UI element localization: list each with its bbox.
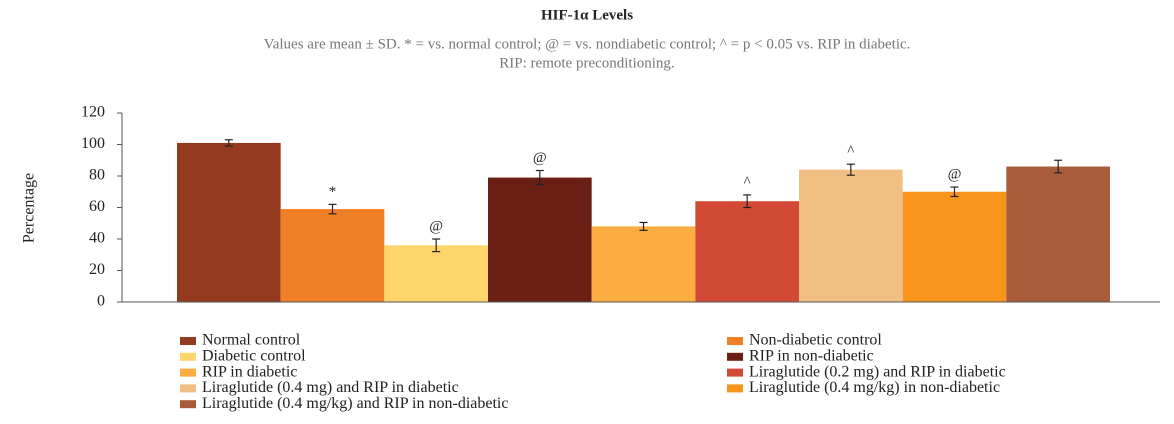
y-tick-label: 40 [89,230,105,247]
error-bar [950,186,959,198]
bar [695,201,799,302]
error-bar [432,238,441,253]
chart-subtitle: RIP: remote preconditioning. [499,55,674,71]
error-bar [224,139,233,147]
legend-label: Liraglutide (0.2 mg) and RIP in diabetic [749,363,1006,380]
error-bar [535,169,544,186]
annotation: @ [533,150,547,166]
y-tick-label: 0 [97,293,105,310]
annotation: @ [429,218,443,234]
chart-title: HIF-1α Levels [541,7,633,23]
bar [384,245,488,302]
legend-label: RIP in diabetic [202,363,297,380]
legend-swatch [180,384,196,393]
y-tick-label: 120 [81,104,105,121]
legend-label: Non-diabetic control [749,332,882,349]
legend-swatch [180,337,196,345]
bar [488,177,592,302]
legend-label: Normal control [202,332,301,349]
chart-subtitle: Values are mean ± SD. * = vs. normal con… [264,36,911,52]
y-tick-label: 100 [81,135,105,152]
legend-swatch [727,337,743,345]
annotation: ^ [744,174,751,190]
error-bar [639,221,648,231]
bar [799,169,903,302]
legend-swatch [727,368,743,377]
y-axis-label: Percentage [21,173,38,243]
legend-swatch [180,400,196,409]
bar [902,191,1007,302]
annotation: ^ [847,144,854,160]
error-bar [328,203,337,215]
legend-swatch [180,352,196,361]
bar [1006,166,1110,302]
bar [591,226,696,302]
error-bar [743,194,752,209]
y-tick-label: 80 [89,167,105,184]
legend-label: Liraglutide (0.4 mg/kg) in non-diabetic [749,379,1000,396]
legend-swatch [727,352,743,361]
bar [280,209,385,302]
bar [177,142,281,302]
error-bar [846,163,855,176]
legend-label: Liraglutide (0.4 mg) and RIP in diabetic [202,379,459,396]
legend-label: Diabetic control [202,347,306,364]
error-bar [1054,159,1063,174]
annotation: @ [948,166,962,182]
y-tick-label: 60 [89,198,105,215]
legend-swatch [727,384,743,393]
legend-label: Liraglutide (0.4 mg/kg) and RIP in non-d… [202,395,508,412]
y-tick-label: 20 [89,261,105,278]
legend-label: RIP in non-diabetic [749,347,874,364]
annotation: * [329,184,337,200]
legend-swatch [180,368,196,377]
